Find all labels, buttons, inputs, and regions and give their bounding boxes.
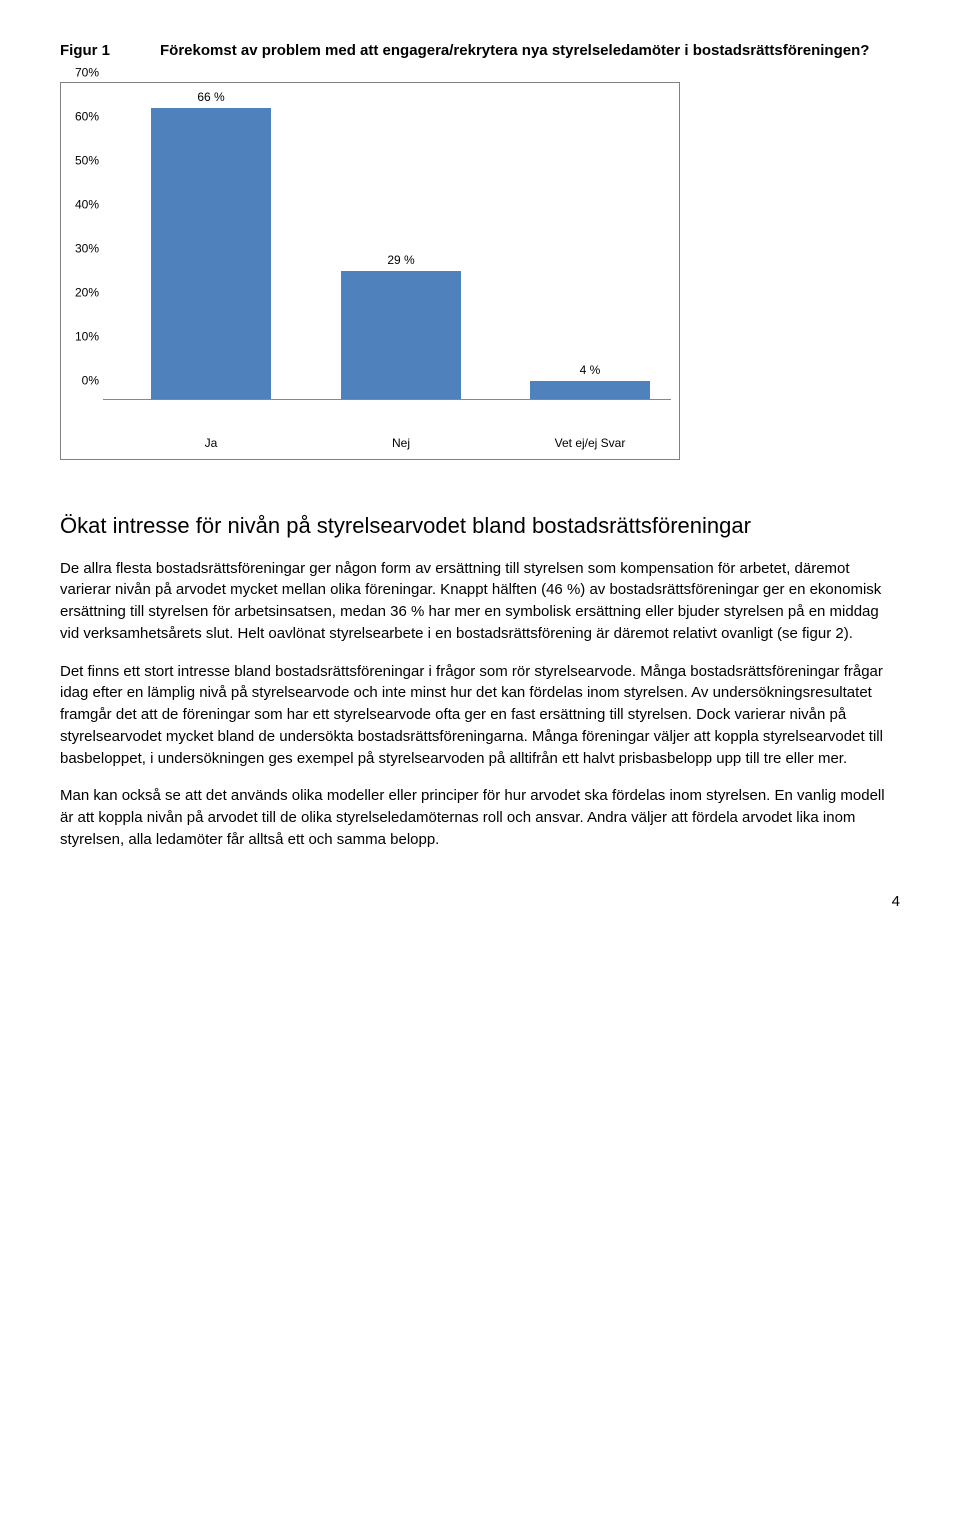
y-tick: 70% <box>75 65 99 82</box>
body-paragraph: Man kan också se att det används olika m… <box>60 785 900 850</box>
y-tick: 20% <box>75 285 99 302</box>
page-number: 4 <box>60 891 900 913</box>
figure-heading: Figur 1 Förekomst av problem med att eng… <box>60 40 900 62</box>
y-tick: 10% <box>75 329 99 346</box>
bar-chart: 0%10%20%30%40%50%60%70% 66 %29 %4 % JaNe… <box>60 82 680 460</box>
x-axis: Ja Nej Vet ej/ej Svar <box>103 435 671 455</box>
y-tick: 0% <box>82 373 99 390</box>
section-heading: Ökat intresse för nivån på styrelsearvod… <box>60 510 900 542</box>
bar-value-label: 4 % <box>580 362 601 379</box>
x-tick-label: Ja <box>151 435 271 452</box>
bar: 4 % <box>530 362 650 399</box>
bar: 66 % <box>151 89 271 399</box>
y-tick: 60% <box>75 109 99 126</box>
bar-rect <box>151 108 271 398</box>
figure-label: Figur 1 <box>60 40 160 62</box>
bar-rect <box>530 381 650 399</box>
figure-title: Förekomst av problem med att engagera/re… <box>160 40 869 62</box>
x-tick-label: Vet ej/ej Svar <box>530 435 650 452</box>
body-paragraph: De allra flesta bostadsrättsföreningar g… <box>60 558 900 645</box>
y-axis: 0%10%20%30%40%50%60%70% <box>69 91 103 399</box>
y-tick: 30% <box>75 241 99 258</box>
bar: 29 % <box>341 252 461 399</box>
body-paragraph: Det finns ett stort intresse bland bosta… <box>60 661 900 770</box>
bar-rect <box>341 271 461 399</box>
x-tick-label: Nej <box>341 435 461 452</box>
plot-area: 66 % 29 % 4 % <box>103 91 671 400</box>
bar-value-label: 66 % <box>197 89 224 106</box>
bar-value-label: 29 % <box>387 252 414 269</box>
y-tick: 40% <box>75 197 99 214</box>
y-tick: 50% <box>75 153 99 170</box>
